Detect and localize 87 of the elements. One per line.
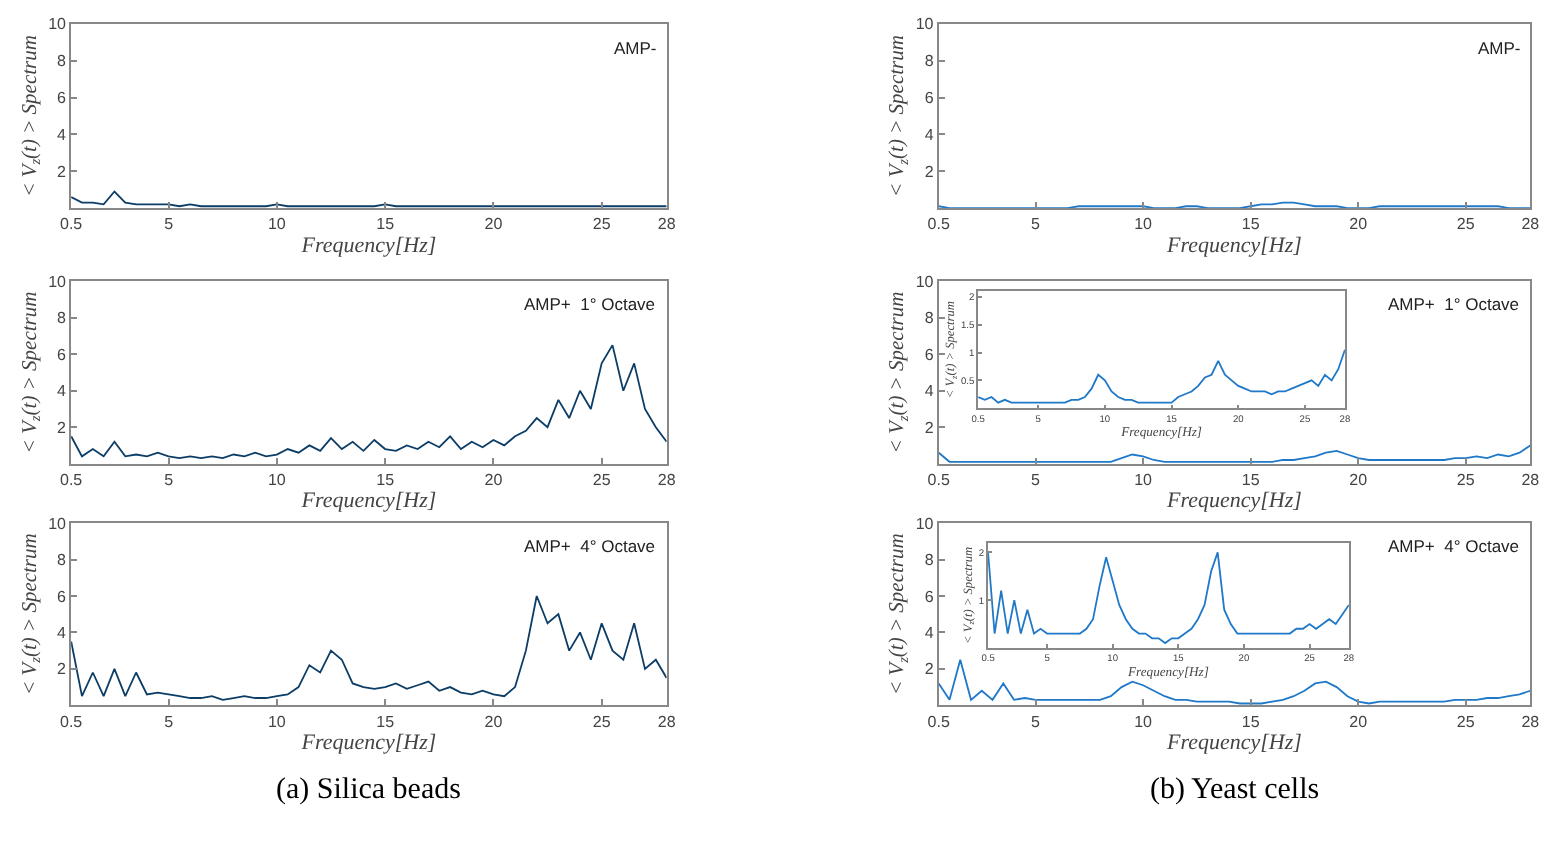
text: (b) Yeast cells: [1150, 774, 1320, 806]
x-tick-label: 15: [376, 215, 396, 234]
line-series: [71, 595, 667, 701]
x-tick-label: 5: [164, 470, 175, 489]
x-tick-label: 15: [1241, 215, 1261, 234]
y-tick-label: 2: [924, 418, 935, 437]
x-tick-label: 5: [164, 712, 175, 731]
y-tick-label: 10: [48, 514, 68, 533]
x-tick-label: 28: [1521, 215, 1541, 234]
text: (a) Silica beads: [276, 774, 462, 806]
y-tick-label: 8: [924, 52, 935, 71]
y-tick-label: 10: [48, 272, 68, 291]
x-tick-label: 25: [592, 470, 612, 489]
x-tick-label: 15: [376, 712, 396, 731]
x-tick-label: 28: [657, 712, 677, 731]
x-tick-label: 28: [1521, 712, 1541, 731]
x-tick-label: 25: [1456, 712, 1476, 731]
y-tick-label: 4: [924, 125, 935, 144]
x-axis-title: Frequency[Hz]: [299, 730, 437, 755]
x-tick-label: 20: [484, 470, 504, 489]
line-series: [978, 348, 1345, 404]
y-tick-label: 2: [924, 162, 935, 181]
y-tick-label: 2: [57, 660, 68, 679]
line-series: [938, 444, 1531, 463]
x-tick-label: 25: [592, 215, 612, 234]
x-tick-label: 5: [164, 215, 175, 234]
text: AMP-: [1478, 38, 1521, 58]
y-tick-label: 8: [57, 309, 68, 328]
text: AMP+ 4° Octave: [1388, 536, 1520, 556]
line-series: [938, 658, 1531, 705]
x-tick-label: 5: [1031, 712, 1042, 731]
y-tick-label: 10: [915, 15, 935, 34]
x-tick-label: 10: [267, 712, 287, 731]
x-tick-label: 10: [267, 470, 287, 489]
x-tick-label: 25: [592, 712, 612, 731]
x-tick-label: 20: [1349, 712, 1369, 731]
x-axis-title: Frequency[Hz]: [1165, 730, 1302, 755]
x-tick-label: 28: [657, 470, 677, 489]
y-tick-label: 8: [924, 309, 935, 328]
y-tick-label: 10: [915, 514, 935, 533]
x-tick-label: 25: [1456, 470, 1476, 489]
y-tick-label: 4: [57, 382, 68, 401]
y-tick-label: 4: [57, 125, 68, 144]
line-series: [71, 190, 667, 208]
y-tick-label: 6: [57, 587, 68, 606]
y-tick-label: 6: [57, 345, 68, 364]
x-tick-label: 15: [376, 470, 396, 489]
x-tick-label: 15: [1241, 712, 1261, 731]
y-tick-label: 2: [57, 162, 68, 181]
x-tick-label: 20: [1349, 470, 1369, 489]
y-tick-label: 6: [924, 89, 935, 108]
y-tick-label: 2: [57, 418, 68, 437]
line-series: [71, 344, 667, 460]
y-tick-label: 6: [924, 587, 935, 606]
text: AMP+ 1° Octave: [1388, 294, 1520, 314]
y-tick-label: 10: [915, 272, 935, 291]
x-tick-label: 28: [1521, 470, 1541, 489]
y-tick-label: 4: [57, 624, 68, 643]
y-tick-label: 10: [48, 15, 68, 34]
y-tick-label: 8: [924, 551, 935, 570]
text: AMP+ 4° Octave: [524, 536, 656, 556]
x-axis-title: Frequency[Hz]: [299, 233, 437, 258]
x-tick-label: 20: [1349, 215, 1369, 234]
x-axis-title: Frequency[Hz]: [1165, 489, 1302, 514]
x-tick-label: 28: [657, 215, 677, 234]
y-tick-label: 2: [924, 660, 935, 679]
x-tick-label: 5: [1031, 215, 1042, 234]
x-tick-label: 10: [1134, 215, 1154, 234]
y-tick-label: 6: [57, 89, 68, 108]
x-tick-label: 10: [1134, 470, 1154, 489]
x-tick-label: 5: [1031, 470, 1042, 489]
y-tick-label: 6: [924, 345, 935, 364]
x-axis-title: Frequency[Hz]: [299, 489, 437, 514]
text: AMP+ 1° Octave: [524, 294, 656, 314]
y-tick-label: 8: [57, 551, 68, 570]
x-tick-label: 10: [267, 215, 287, 234]
x-tick-label: 15: [1241, 470, 1261, 489]
x-tick-label: 10: [1134, 712, 1154, 731]
x-tick-label: 25: [1456, 215, 1476, 234]
y-tick-label: 8: [57, 52, 68, 71]
x-tick-label: 20: [484, 215, 504, 234]
y-tick-label: 4: [924, 624, 935, 643]
text: AMP-: [614, 38, 657, 58]
y-tick-label: 4: [924, 382, 935, 401]
line-series: [988, 551, 1349, 644]
x-axis-title: Frequency[Hz]: [1165, 233, 1302, 258]
x-tick-label: 20: [484, 712, 504, 731]
